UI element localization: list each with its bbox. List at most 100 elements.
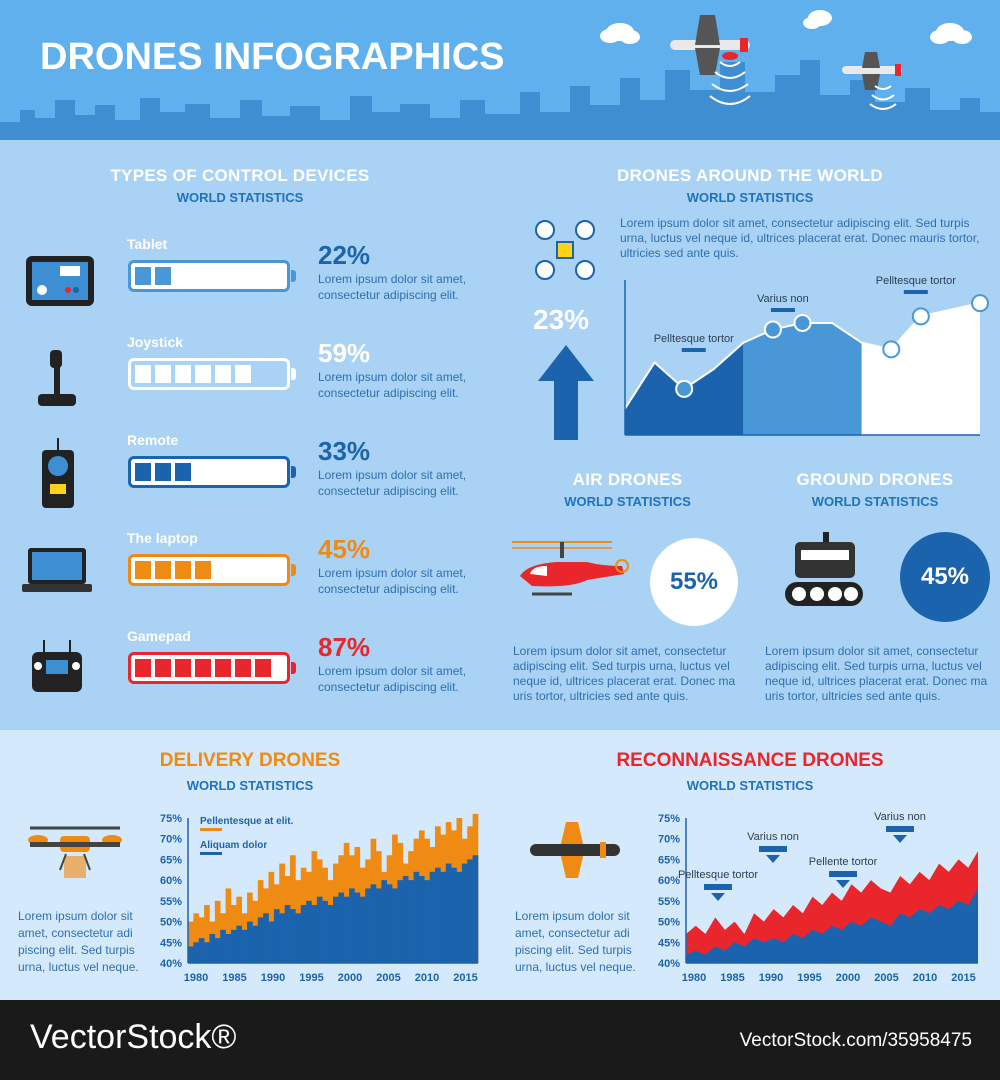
bar-blue	[327, 905, 334, 963]
bar-blue	[300, 905, 307, 963]
bar-orange	[225, 888, 232, 963]
drone-icon	[670, 15, 751, 105]
air-text-line: neque id, ultrices placerat erat. Donec …	[513, 674, 736, 688]
ground-robot-icon	[785, 532, 863, 606]
bar-blue	[198, 938, 205, 963]
device-description: Lorem ipsum dolor sit amet,	[318, 468, 467, 482]
battery-cell	[215, 365, 231, 383]
quadcopter-icon	[535, 220, 595, 280]
ground-drones-title: GROUND DRONES	[796, 470, 954, 489]
bar-blue	[247, 921, 253, 963]
world-text-line: Lorem ipsum dolor sit amet, consectetur …	[620, 216, 970, 230]
bar-blue	[279, 913, 285, 963]
annotation-marker	[704, 884, 732, 890]
x-tick-label: 1990	[261, 972, 285, 984]
bar-blue	[204, 942, 210, 963]
air-drones-percent: 55%	[650, 538, 738, 626]
bar-orange	[290, 855, 296, 963]
legend-label: Aliquam dolor	[200, 840, 267, 851]
x-tick-label: 2000	[338, 972, 362, 984]
bar-blue	[440, 871, 447, 963]
header-drones-illustration	[600, 10, 972, 110]
annotation-pointer	[893, 835, 907, 843]
battery-cell	[135, 659, 151, 677]
bar-blue	[402, 876, 409, 963]
bar-blue	[354, 892, 361, 963]
annotation-pointer	[711, 893, 725, 901]
bar-blue	[338, 892, 345, 963]
remote-icon	[42, 438, 74, 508]
y-tick-label: 50%	[160, 917, 182, 929]
bar-blue	[188, 946, 194, 963]
device-label: Joystick	[127, 334, 184, 350]
battery-cap	[291, 564, 296, 576]
delivery-text-line: Lorem ipsum dolor sit	[18, 909, 133, 923]
battery-cell	[175, 659, 191, 677]
recon-drones-title: RECONNAISSANCE DRONES	[616, 750, 884, 771]
annotation-label: Pelltesque tortor	[876, 275, 956, 287]
bar-blue	[365, 888, 371, 963]
bar-blue	[230, 929, 237, 963]
battery-cell	[255, 659, 271, 677]
bar-blue	[343, 896, 350, 963]
battery-cell	[175, 365, 191, 383]
main-section: TYPES OF CONTROL DEVICES WORLD STATISTIC…	[0, 140, 1000, 730]
data-point	[793, 313, 812, 332]
device-label: Tablet	[127, 236, 168, 252]
data-point	[675, 379, 694, 398]
device-percent: 45%	[318, 534, 371, 564]
page-title: DRONES INFOGRAPHICS	[40, 36, 505, 78]
device-percent: 33%	[318, 436, 371, 466]
x-tick-label: 1980	[184, 972, 208, 984]
bar-blue	[451, 867, 457, 963]
bar-orange	[279, 863, 285, 963]
battery-cell	[175, 561, 191, 579]
footer-image-id: VectorStock.com/35958475	[739, 1030, 972, 1051]
annotation-label: Varius non	[874, 811, 926, 823]
recon-drone-icon	[530, 822, 620, 878]
data-point	[911, 307, 930, 326]
device-percent: 87%	[318, 632, 371, 662]
delivery-drones-subtitle: WORLD STATISTICS	[186, 778, 314, 793]
annotation-marker	[903, 290, 928, 294]
bar-blue	[284, 905, 291, 963]
bar-blue	[316, 896, 323, 963]
bar-blue	[333, 896, 339, 963]
battery-cell	[195, 561, 211, 579]
delivery-text-line: amet, consectetur adi	[18, 926, 133, 940]
x-tick-label: 2015	[951, 972, 975, 984]
up-arrow-icon	[538, 345, 594, 440]
annotation-marker	[886, 826, 914, 832]
bar-blue	[424, 880, 430, 963]
device-description: Lorem ipsum dolor sit amet,	[318, 272, 467, 286]
area-blue	[686, 888, 978, 963]
bar-blue	[381, 880, 388, 963]
battery-gauge	[128, 260, 296, 292]
bar-blue	[220, 929, 226, 963]
helicopter-icon	[512, 541, 629, 596]
bar-orange	[268, 871, 275, 963]
delivery-text-line: urna, luctus vel neque.	[18, 960, 139, 974]
bar-orange	[204, 905, 210, 963]
bar-blue	[413, 871, 420, 963]
bar-blue	[349, 888, 355, 963]
recon-area-chart: 75% 70% 65% 60% 55% 50% 45% 40%1980 1985 1990 1995…	[658, 811, 978, 984]
device-description: Lorem ipsum dolor sit amet,	[318, 370, 467, 384]
bar-orange	[214, 900, 221, 963]
x-tick-label: 2010	[913, 972, 937, 984]
bar-blue	[435, 867, 441, 963]
ground-text-line: uris tortor, ultricies sed ante quis.	[765, 689, 941, 703]
battery-cell	[195, 365, 211, 383]
delivery-bar-chart: 75% 70% 65% 60% 55% 50% 45% 40%1980 1985 1990 1995…	[160, 813, 479, 984]
bar-blue	[273, 909, 280, 963]
gamepad-icon	[32, 640, 82, 692]
bar-blue	[461, 863, 468, 963]
y-tick-label: 45%	[658, 937, 680, 949]
battery-gauge	[128, 652, 296, 684]
battery-gauge	[128, 456, 296, 488]
world-text-line: urna, luctus vel neque id, ultrices plac…	[620, 231, 980, 245]
lower-section: DELIVERY DRONES WORLD STATISTICS Lorem i…	[0, 730, 1000, 1000]
air-text-line: adipiscing elit. Sed turpis urna, luctus…	[513, 659, 730, 673]
y-tick-label: 75%	[160, 813, 182, 825]
tablet-icon	[26, 256, 94, 306]
